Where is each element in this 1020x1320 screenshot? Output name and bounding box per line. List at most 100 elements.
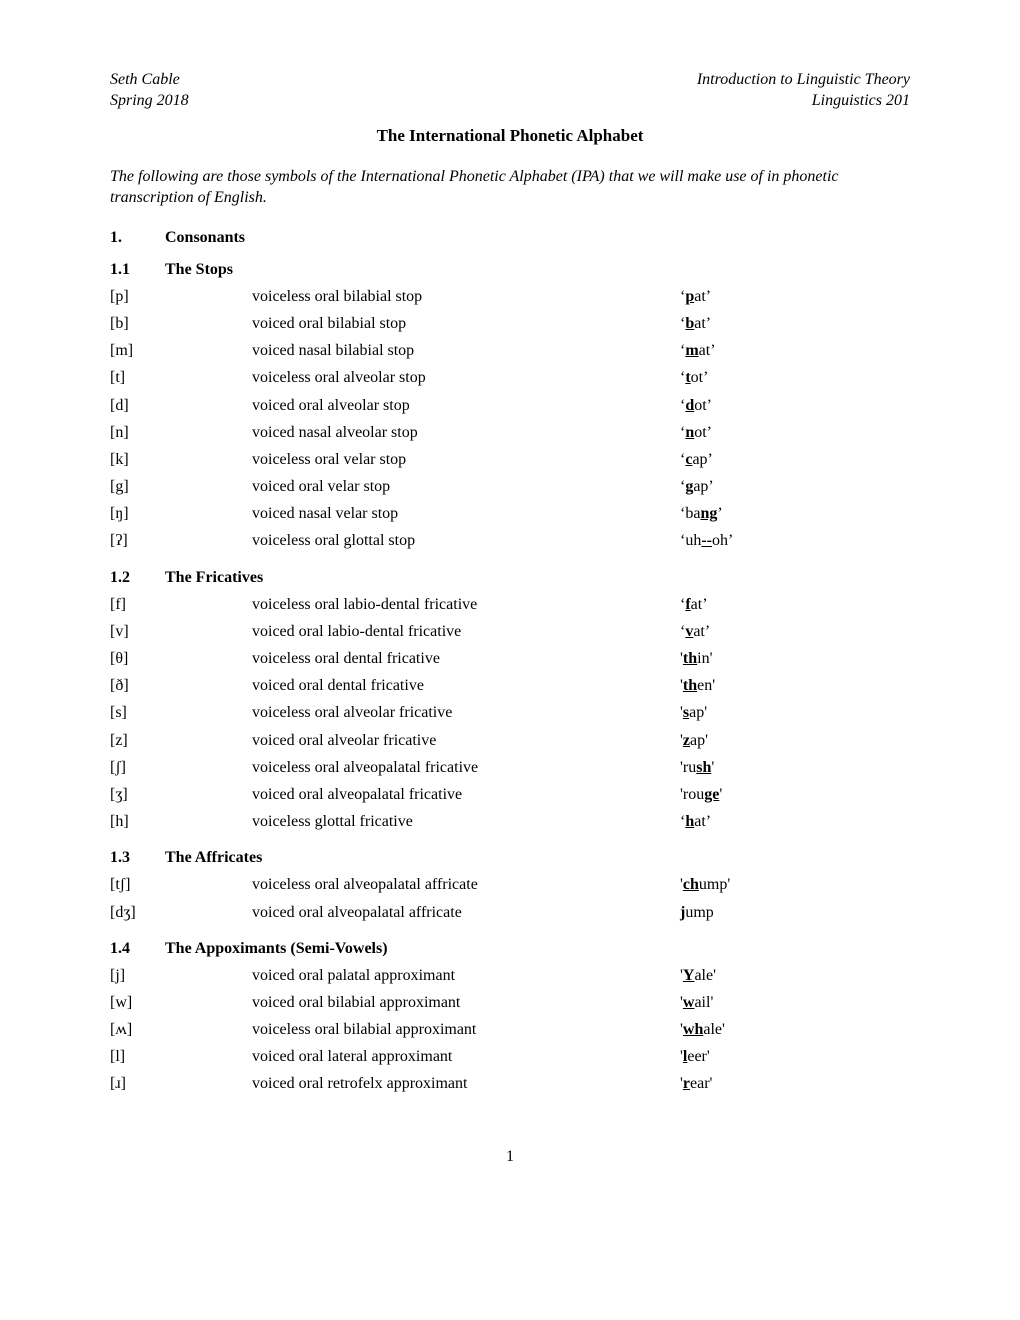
header-course-title: Introduction to Linguistic Theory — [697, 70, 910, 91]
ipa-description: voiceless oral alveopalatal fricative — [252, 754, 680, 781]
ipa-example: ‘dot’ — [680, 392, 712, 419]
ipa-example: 'leer' — [680, 1043, 710, 1070]
ipa-entry-row: [g]voiced oral velar stop‘gap’ — [110, 473, 910, 500]
ipa-entry-row: [v]voiced oral labio-dental fricative‘va… — [110, 618, 910, 645]
ipa-description: voiced oral alveopalatal affricate — [252, 899, 680, 926]
ipa-description: voiced oral bilabial stop — [252, 310, 680, 337]
ipa-description: voiceless oral labio-dental fricative — [252, 591, 680, 618]
ipa-entry-row: [z]voiced oral alveolar fricative'zap' — [110, 727, 910, 754]
example-underline: p — [685, 288, 694, 305]
example-suffix: ’ — [717, 505, 722, 522]
subsection-number: 1.3 — [110, 849, 165, 867]
example-underline: h — [685, 813, 694, 830]
ipa-entry-row: [t]voiceless oral alveolar stop‘tot’ — [110, 364, 910, 391]
ipa-entry-row: [ʔ]voiceless oral glottal stop‘uh--oh’ — [110, 527, 910, 554]
ipa-entry-row: [ð]voiced oral dental fricative'then' — [110, 672, 910, 699]
ipa-example: 'rouge' — [680, 781, 722, 808]
ipa-description: voiced oral alveopalatal fricative — [252, 781, 680, 808]
ipa-description: voiced nasal bilabial stop — [252, 337, 680, 364]
example-suffix: ump — [685, 904, 713, 921]
ipa-entry-row: [ʒ]voiced oral alveopalatal fricative'ro… — [110, 781, 910, 808]
example-underline: b — [685, 315, 694, 332]
ipa-entry-row: [ʃ]voiceless oral alveopalatal fricative… — [110, 754, 910, 781]
ipa-example: 'chump' — [680, 871, 730, 898]
example-underline: ng — [700, 505, 717, 522]
example-suffix: ap’ — [692, 451, 712, 468]
ipa-example: 'thin' — [680, 645, 712, 672]
subsection-number: 1.4 — [110, 940, 165, 958]
ipa-example: ‘tot’ — [680, 364, 708, 391]
header-left: Seth Cable Spring 2018 — [110, 70, 189, 112]
ipa-description: voiceless oral alveolar stop — [252, 364, 680, 391]
ipa-symbol: [f] — [110, 591, 252, 618]
ipa-description: voiceless oral dental fricative — [252, 645, 680, 672]
example-underline: sh — [696, 759, 711, 776]
example-suffix: ot’ — [694, 424, 712, 441]
subsection-label: The Affricates — [165, 849, 262, 866]
ipa-example: ‘fat’ — [680, 591, 708, 618]
example-suffix: ap’ — [693, 478, 713, 495]
example-underline: z — [683, 732, 690, 749]
ipa-entry-row: [f]voiceless oral labio-dental fricative… — [110, 591, 910, 618]
subsection-heading: 1.4The Appoximants (Semi-Vowels) — [110, 940, 910, 958]
example-underline: n — [685, 424, 694, 441]
subsection-number: 1.1 — [110, 261, 165, 279]
ipa-entry-row: [d]voiced oral alveolar stop‘dot’ — [110, 392, 910, 419]
ipa-description: voiced oral dental fricative — [252, 672, 680, 699]
example-suffix: ' — [719, 786, 722, 803]
header-right: Introduction to Linguistic Theory Lingui… — [697, 70, 910, 112]
ipa-entry-row: [l]voiced oral lateral approximant'leer' — [110, 1043, 910, 1070]
ipa-symbol: [w] — [110, 989, 252, 1016]
ipa-symbol: [n] — [110, 419, 252, 446]
ipa-symbol: [g] — [110, 473, 252, 500]
example-suffix: oh’ — [712, 532, 733, 549]
ipa-entry-row: [n]voiced nasal alveolar stop‘not’ — [110, 419, 910, 446]
example-suffix: at’ — [693, 623, 710, 640]
section-number: 1. — [110, 229, 165, 247]
ipa-symbol: [m] — [110, 337, 252, 364]
ipa-symbol: [b] — [110, 310, 252, 337]
example-suffix: ap' — [689, 704, 707, 721]
ipa-symbol: [h] — [110, 808, 252, 835]
ipa-description: voiced oral velar stop — [252, 473, 680, 500]
ipa-description: voiced oral labio-dental fricative — [252, 618, 680, 645]
ipa-description: voiced oral alveolar fricative — [252, 727, 680, 754]
ipa-example: ‘not’ — [680, 419, 712, 446]
ipa-entry-row: [dʒ]voiced oral alveopalatal affricateju… — [110, 899, 910, 926]
ipa-description: voiceless oral bilabial approximant — [252, 1016, 680, 1043]
example-suffix: ail' — [694, 994, 713, 1011]
example-underline: th — [683, 650, 697, 667]
ipa-example: ‘mat’ — [680, 337, 716, 364]
ipa-example: ‘pat’ — [680, 283, 711, 310]
ipa-description: voiced nasal alveolar stop — [252, 419, 680, 446]
ipa-example: ‘bang’ — [680, 500, 723, 527]
example-suffix: ' — [711, 759, 714, 776]
ipa-entry-row: [b]voiced oral bilabial stop‘bat’ — [110, 310, 910, 337]
example-suffix: ear' — [690, 1075, 712, 1092]
ipa-symbol: [ʍ] — [110, 1016, 252, 1043]
example-suffix: ap' — [690, 732, 708, 749]
ipa-example: 'zap' — [680, 727, 708, 754]
ipa-entry-row: [ɹ]voiced oral retrofelx approximant'rea… — [110, 1070, 910, 1097]
example-suffix: ot’ — [691, 369, 709, 386]
ipa-example: 'whale' — [680, 1016, 725, 1043]
ipa-example: 'rear' — [680, 1070, 712, 1097]
ipa-description: voiced nasal velar stop — [252, 500, 680, 527]
example-suffix: ump' — [699, 876, 730, 893]
ipa-symbol: [ŋ] — [110, 500, 252, 527]
example-underline: th — [683, 677, 697, 694]
ipa-entry-row: [tʃ]voiceless oral alveopalatal affricat… — [110, 871, 910, 898]
example-underline: wh — [683, 1021, 703, 1038]
ipa-entry-row: [h]voiceless glottal fricative‘hat’ — [110, 808, 910, 835]
subsection-label: The Appoximants (Semi-Vowels) — [165, 940, 388, 957]
ipa-symbol: [ʒ] — [110, 781, 252, 808]
page-header: Seth Cable Spring 2018 Introduction to L… — [110, 70, 910, 112]
ipa-example: 'rush' — [680, 754, 714, 781]
ipa-symbol: [ʃ] — [110, 754, 252, 781]
ipa-example: ‘hat’ — [680, 808, 711, 835]
example-suffix: ale' — [694, 967, 716, 984]
ipa-symbol: [z] — [110, 727, 252, 754]
example-suffix: at’ — [691, 596, 708, 613]
intro-paragraph: The following are those symbols of the I… — [110, 166, 910, 209]
ipa-symbol: [tʃ] — [110, 871, 252, 898]
